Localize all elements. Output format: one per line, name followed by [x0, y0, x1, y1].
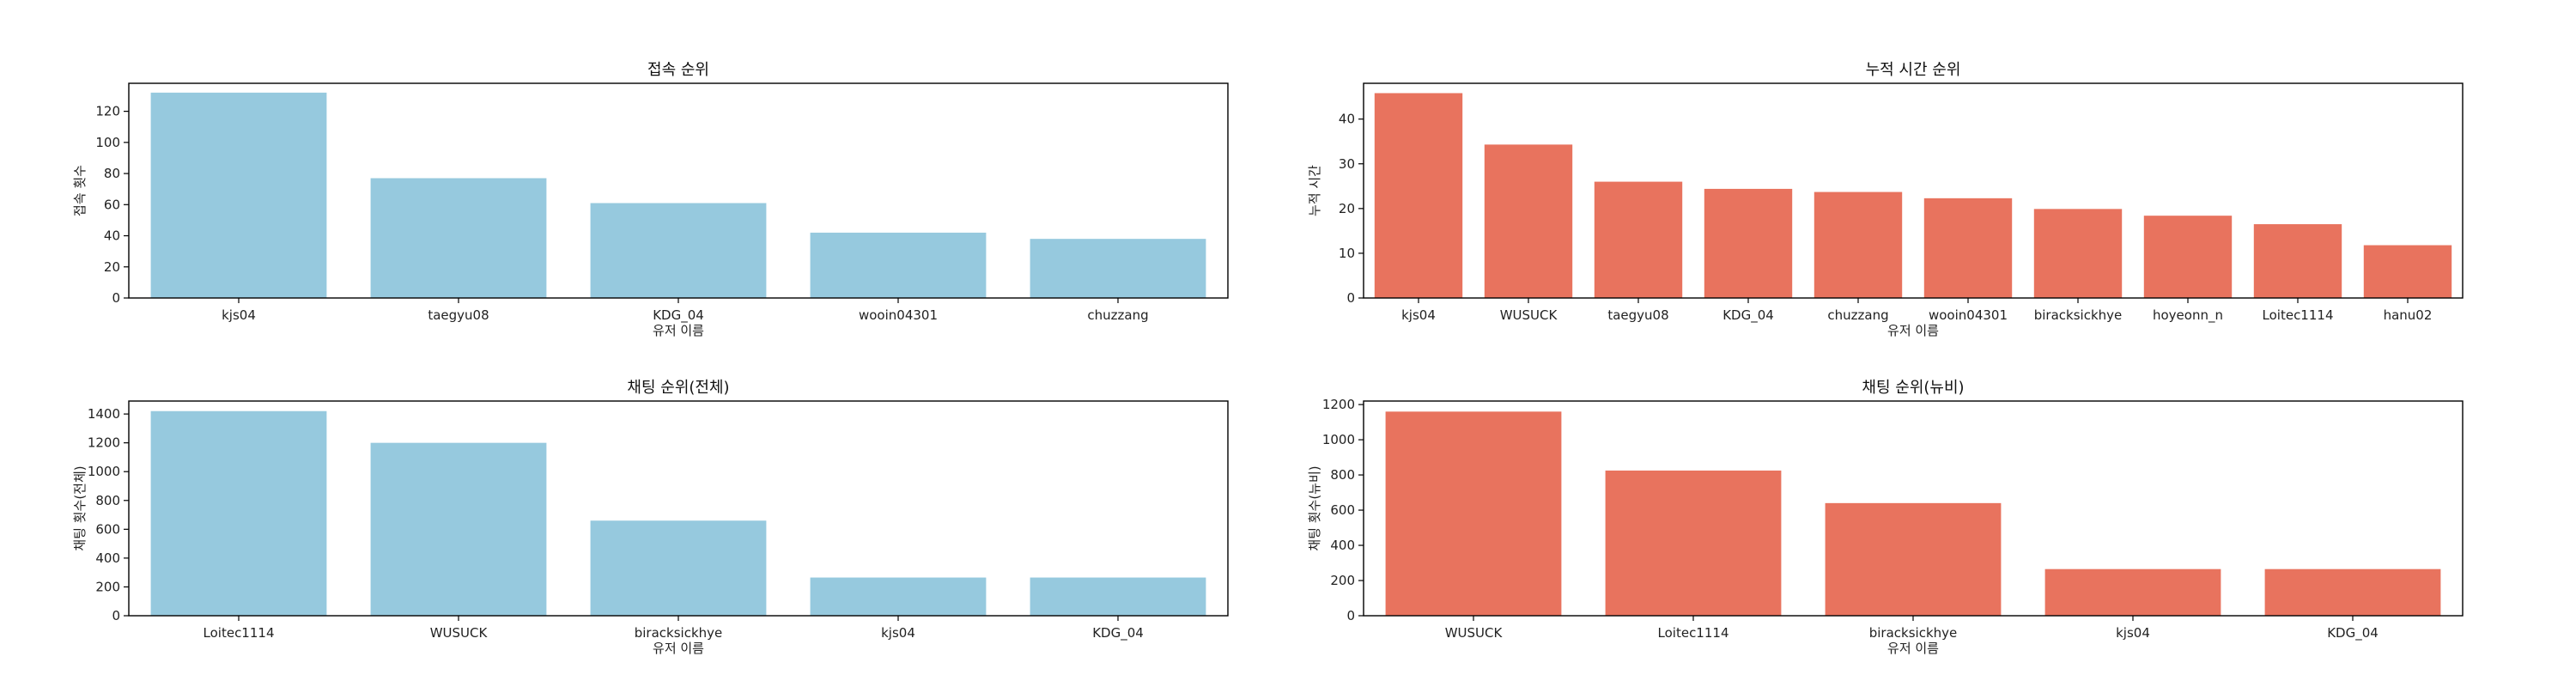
x-tick-label-kjs04: kjs04 [2116, 625, 2150, 641]
y-tick-label: 800 [1330, 467, 1355, 483]
y-tick-label: 10 [1339, 246, 1355, 261]
y-axis-title: 채팅 횟수(전체) [72, 465, 88, 550]
x-tick-label-hoyeonn-n: hoyeonn_n [2153, 307, 2223, 324]
y-tick-label: 20 [1339, 201, 1355, 216]
x-axis-title: 유저 이름 [653, 641, 704, 656]
y-tick-label: 600 [95, 521, 120, 537]
y-tick-label: 0 [1346, 608, 1355, 623]
y-tick-label: 200 [95, 579, 120, 594]
chart-title: 채팅 순위(뉴비) [1862, 379, 1964, 397]
x-tick-label-loitec1114: Loitec1114 [2263, 307, 2334, 323]
bar-kdg-04 [590, 203, 767, 298]
x-tick-label-wusuck: WUSUCK [1500, 307, 1558, 323]
y-tick-label: 600 [1330, 502, 1355, 518]
x-tick-label-taegyu08: taegyu08 [428, 307, 489, 323]
x-axis-title: 유저 이름 [1887, 641, 1939, 656]
y-axis-title: 채팅 횟수(뉴비) [1307, 465, 1322, 550]
x-tick-label-biracksickhye: biracksickhye [2034, 307, 2123, 323]
y-tick-label: 1400 [88, 406, 120, 422]
x-tick-label-chuzzang: chuzzang [1827, 307, 1888, 323]
chart-panel-chat-rank-newbie: 0 200 400 600 800 1000 1200 WUSUCK Loitec1114 bir… [1307, 379, 2464, 656]
y-tick-label: 400 [95, 550, 120, 566]
plot-frame [1363, 82, 2464, 299]
x-tick-label-kdg-04: KDG_04 [653, 307, 704, 324]
x-tick-label-wooin04301: wooin04301 [859, 307, 938, 323]
x-axis-title: 유저 이름 [1887, 323, 1939, 338]
chart-panel-chat-rank-all: 0 200 400 600 800 1000 1200 1400 Loitec1114 WUSUC… [72, 379, 1229, 656]
x-tick-label-kdg-04: KDG_04 [1722, 307, 1774, 324]
bar-hanu02 [2363, 245, 2452, 298]
x-tick-label-chuzzang: chuzzang [1087, 307, 1148, 323]
bar-biracksickhye [1825, 502, 2002, 616]
bar-kdg-04 [2264, 568, 2441, 616]
bar-loitec1114 [2253, 224, 2342, 298]
y-tick-label: 100 [95, 135, 120, 150]
bar-chuzzang [1030, 239, 1206, 298]
y-tick-label: 1200 [1322, 397, 1355, 412]
x-tick-label-kdg-04: KDG_04 [2327, 625, 2379, 641]
y-axis-title: 누적 시간 [1307, 165, 1322, 216]
y-tick-label: 40 [104, 228, 120, 244]
bar-taegyu08 [370, 178, 547, 298]
x-tick-label-kdg-04: KDG_04 [1092, 625, 1144, 641]
bar-wooin04301 [810, 232, 987, 298]
bar-hoyeonn-n [2143, 216, 2233, 298]
y-tick-label: 800 [95, 493, 120, 508]
bar-wooin04301 [1923, 198, 2013, 298]
y-tick-label: 20 [104, 259, 120, 275]
y-tick-label: 0 [112, 290, 120, 306]
x-axis-title: 유저 이름 [653, 323, 704, 338]
y-tick-label: 1000 [88, 464, 120, 479]
y-tick-label: 1000 [1322, 432, 1355, 447]
bar-wusuck [1484, 144, 1573, 298]
x-tick-label-kjs04: kjs04 [1401, 307, 1436, 323]
y-tick-label: 40 [1339, 112, 1355, 127]
y-tick-label: 0 [112, 608, 120, 623]
y-axis-title: 접속 횟수 [72, 165, 88, 216]
x-tick-label-wooin04301: wooin04301 [1929, 307, 2008, 323]
bar-wusuck [1385, 411, 1562, 616]
chart-title: 접속 순위 [647, 61, 709, 79]
x-tick-label-biracksickhye: biracksickhye [1869, 625, 1958, 641]
chart-panel-visit-rank: 0 20 40 60 80 100 120 kjs04 taegyu08 KDG_04 wooin0… [72, 61, 1229, 338]
bar-kjs04 [810, 577, 987, 616]
bar-loitec1114 [1605, 470, 1782, 616]
bar-kjs04 [2044, 568, 2221, 616]
y-tick-label: 1200 [88, 435, 120, 451]
bar-kjs04 [150, 92, 327, 299]
x-tick-label-kjs04: kjs04 [222, 307, 256, 323]
x-tick-label-biracksickhye: biracksickhye [635, 625, 723, 641]
chart-panel-cumulative-time-rank: 0 10 20 30 40 kjs04 WUSUCK taegyu08 KDG_04 chuzza… [1307, 61, 2464, 338]
x-tick-label-loitec1114: Loitec1114 [1658, 625, 1729, 641]
y-tick-label: 30 [1339, 156, 1355, 172]
bar-chuzzang [1814, 192, 1903, 298]
y-tick-label: 0 [1346, 290, 1355, 306]
x-tick-label-taegyu08: taegyu08 [1607, 307, 1668, 323]
bar-kjs04 [1374, 93, 1463, 299]
bar-biracksickhye [2033, 209, 2123, 298]
x-tick-label-wusuck: WUSUCK [1445, 625, 1504, 641]
bar-kdg-04 [1704, 188, 1793, 298]
bar-wusuck [370, 442, 547, 616]
x-tick-label-loitec1114: Loitec1114 [204, 625, 275, 641]
chart-title: 채팅 순위(전체) [627, 379, 729, 397]
bar-loitec1114 [150, 410, 327, 616]
y-tick-label: 120 [95, 104, 120, 119]
y-tick-label: 80 [104, 166, 120, 181]
bar-biracksickhye [590, 520, 767, 616]
y-tick-label: 60 [104, 197, 120, 212]
y-tick-label: 200 [1330, 573, 1355, 588]
chart-title: 누적 시간 순위 [1866, 61, 1961, 79]
x-tick-label-wusuck: WUSUCK [430, 625, 489, 641]
bar-kdg-04 [1030, 577, 1206, 616]
y-tick-label: 400 [1330, 538, 1355, 553]
x-tick-label-kjs04: kjs04 [881, 625, 915, 641]
bar-taegyu08 [1594, 181, 1683, 298]
x-tick-label-hanu02: hanu02 [2384, 307, 2433, 323]
